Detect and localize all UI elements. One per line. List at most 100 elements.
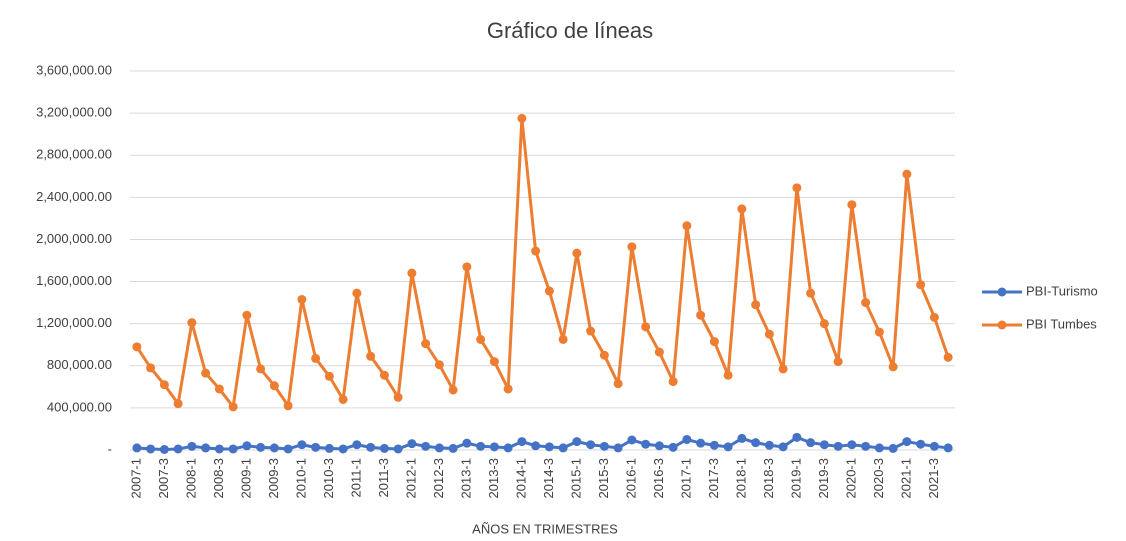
data-point bbox=[517, 437, 527, 447]
data-point bbox=[159, 380, 169, 390]
x-tick-label: 2015-1 bbox=[568, 458, 583, 498]
data-point bbox=[311, 442, 321, 452]
data-point bbox=[627, 435, 637, 445]
x-tick-label: 2018-3 bbox=[761, 458, 776, 498]
data-point bbox=[421, 339, 431, 349]
data-point bbox=[228, 444, 238, 454]
data-point bbox=[531, 246, 541, 256]
data-point bbox=[682, 434, 692, 444]
data-point bbox=[792, 183, 802, 193]
data-point bbox=[558, 334, 568, 344]
data-point bbox=[572, 248, 582, 258]
data-point bbox=[283, 444, 293, 454]
data-point bbox=[833, 357, 843, 367]
data-point bbox=[242, 310, 252, 320]
x-tick-label: 2010-1 bbox=[293, 458, 308, 498]
data-point bbox=[173, 444, 183, 454]
data-point bbox=[462, 438, 472, 448]
data-point bbox=[489, 357, 499, 367]
data-point bbox=[214, 444, 224, 454]
data-point bbox=[916, 280, 926, 290]
data-point bbox=[654, 347, 664, 357]
x-tick-label: 2017-1 bbox=[678, 458, 693, 498]
data-point bbox=[902, 169, 912, 179]
data-point bbox=[448, 443, 458, 453]
data-point bbox=[778, 442, 788, 452]
x-tick-label: 2012-1 bbox=[403, 458, 418, 498]
y-tick-label: 1,200,000.00 bbox=[36, 315, 112, 330]
data-point bbox=[723, 370, 733, 380]
data-point bbox=[256, 442, 266, 452]
data-point bbox=[888, 443, 898, 453]
x-tick-label: 2020-3 bbox=[871, 458, 886, 498]
x-tick-label: 2018-1 bbox=[733, 458, 748, 498]
chart-title: Gráfico de líneas bbox=[487, 18, 653, 43]
data-point bbox=[311, 353, 321, 363]
data-point bbox=[586, 440, 596, 450]
y-tick-label: 2,800,000.00 bbox=[36, 147, 112, 162]
data-point bbox=[599, 350, 609, 360]
data-point bbox=[902, 437, 912, 447]
data-point bbox=[476, 334, 486, 344]
data-point bbox=[256, 364, 266, 374]
data-point bbox=[173, 399, 183, 409]
data-point bbox=[187, 441, 197, 451]
data-point bbox=[352, 288, 362, 298]
legend-marker bbox=[997, 320, 1007, 330]
y-tick-label: 2,400,000.00 bbox=[36, 189, 112, 204]
data-point bbox=[448, 385, 458, 395]
x-tick-label: 2008-3 bbox=[211, 458, 226, 498]
data-point bbox=[228, 402, 238, 412]
data-point bbox=[819, 319, 829, 329]
data-point bbox=[709, 440, 719, 450]
y-tick-label: 2,000,000.00 bbox=[36, 231, 112, 246]
data-point bbox=[668, 442, 678, 452]
data-point bbox=[297, 294, 307, 304]
data-point bbox=[269, 381, 279, 391]
data-point bbox=[586, 326, 596, 336]
y-tick-label: 3,200,000.00 bbox=[36, 105, 112, 120]
data-point bbox=[819, 440, 829, 450]
data-point bbox=[874, 443, 884, 453]
data-point bbox=[283, 401, 293, 411]
series-line bbox=[135, 116, 950, 409]
data-point bbox=[393, 444, 403, 454]
data-point bbox=[874, 327, 884, 337]
data-point bbox=[847, 200, 857, 210]
data-point bbox=[792, 432, 802, 442]
data-point bbox=[201, 368, 211, 378]
data-point bbox=[201, 443, 211, 453]
x-tick-label: 2009-1 bbox=[238, 458, 253, 498]
data-point bbox=[654, 441, 664, 451]
x-tick-label: 2007-1 bbox=[128, 458, 143, 498]
x-tick-label: 2015-3 bbox=[596, 458, 611, 498]
x-tick-label: 2011-1 bbox=[348, 458, 363, 498]
data-point bbox=[627, 242, 637, 252]
x-tick-label: 2021-3 bbox=[926, 458, 941, 498]
data-point bbox=[503, 384, 513, 394]
x-tick-label: 2010-3 bbox=[321, 458, 336, 498]
data-point bbox=[407, 268, 417, 278]
data-point bbox=[682, 221, 692, 231]
data-point bbox=[421, 441, 431, 451]
x-tick-label: 2019-3 bbox=[816, 458, 831, 498]
data-point bbox=[434, 360, 444, 370]
data-point bbox=[613, 379, 623, 389]
data-point bbox=[489, 442, 499, 452]
data-point bbox=[324, 443, 334, 453]
y-tick-label: 400,000.00 bbox=[47, 399, 112, 414]
data-point bbox=[888, 362, 898, 372]
data-point bbox=[806, 438, 816, 448]
data-point bbox=[324, 371, 334, 381]
x-tick-label: 2009-3 bbox=[266, 458, 281, 498]
data-point bbox=[338, 394, 348, 404]
x-tick-label: 2011-3 bbox=[376, 458, 391, 498]
data-point bbox=[242, 441, 252, 451]
y-tick-label: - bbox=[108, 441, 112, 456]
y-tick-label: 800,000.00 bbox=[47, 357, 112, 372]
data-point bbox=[572, 437, 582, 447]
data-point bbox=[187, 318, 197, 328]
data-point bbox=[544, 442, 554, 452]
x-tick-label: 2017-3 bbox=[706, 458, 721, 498]
